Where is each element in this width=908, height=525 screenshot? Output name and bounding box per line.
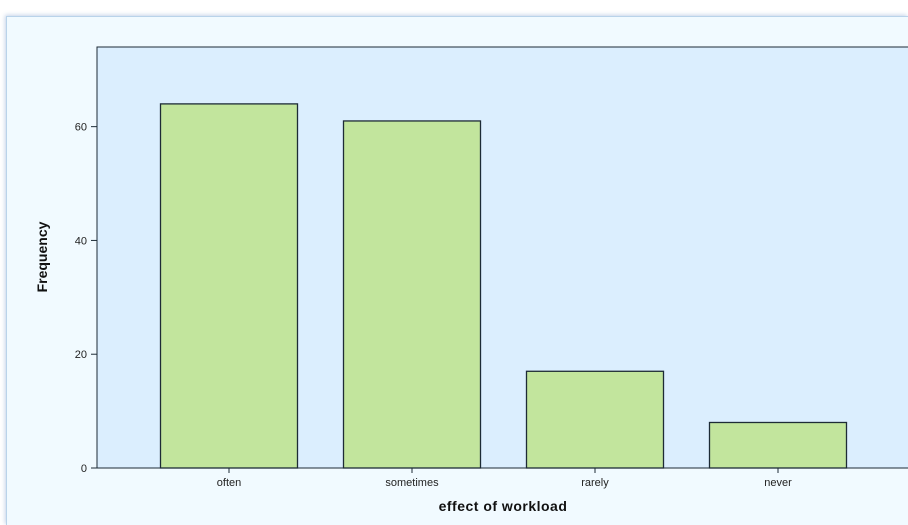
- x-tick-label: often: [217, 477, 241, 489]
- x-tick-label: sometimes: [385, 477, 439, 489]
- x-axis-title: effect of workload: [439, 498, 568, 514]
- x-axis: often sometimes rarely never: [217, 468, 792, 489]
- y-axis: 0 20 40 60: [75, 122, 97, 475]
- bars-group: [159, 103, 848, 469]
- y-axis-title: Frequency: [34, 221, 50, 292]
- y-tick-label: 60: [75, 122, 87, 134]
- x-tick-label: never: [764, 477, 792, 489]
- x-tick-label: rarely: [581, 477, 609, 489]
- bar-rarely: [525, 370, 665, 469]
- bar-sometimes: [342, 120, 482, 469]
- bar-never: [708, 421, 848, 469]
- bar-often: [159, 103, 299, 469]
- y-tick-label: 40: [75, 235, 87, 247]
- y-tick-label: 0: [81, 463, 87, 475]
- y-tick-label: 20: [75, 349, 87, 361]
